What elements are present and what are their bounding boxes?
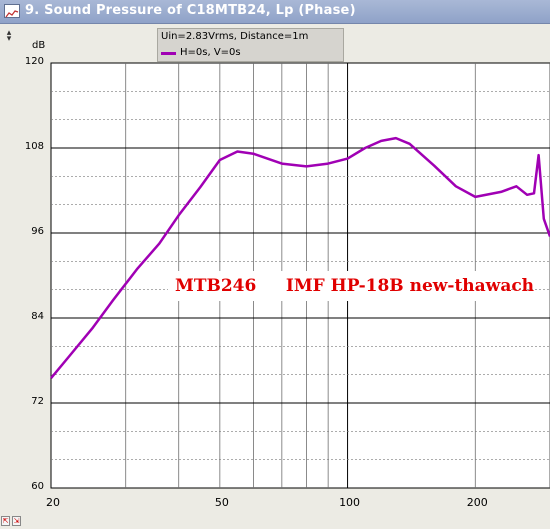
legend-series-label: H=0s, V=0s <box>180 47 241 58</box>
chart-annotation: MTB246 IMF HP-18B new-thawach <box>168 271 534 301</box>
x-tick-label: 50 <box>214 496 229 509</box>
x-tick-label: 20 <box>46 496 60 509</box>
y-tick-label: 108 <box>24 141 44 152</box>
y-tick-label: 96 <box>31 226 44 237</box>
legend-conditions: Uin=2.83Vrms, Distance=1m <box>161 31 309 42</box>
y-tick-label: 120 <box>24 56 44 67</box>
y-tick-label: 72 <box>31 396 44 407</box>
graph-window-icon <box>4 4 20 18</box>
collapse-arrows-icon[interactable]: ▴ ▾ <box>6 28 12 44</box>
window-titlebar: 9. Sound Pressure of C18MTB24, Lp (Phase… <box>0 0 550 24</box>
bottom-tool-button-2[interactable]: ⇲ <box>12 516 21 526</box>
x-tick-label: 200 <box>466 496 488 509</box>
y-tick-label: 84 <box>31 311 44 322</box>
x-tick-label: 100 <box>339 496 361 509</box>
legend-series-swatch <box>161 52 176 55</box>
window-title: 9. Sound Pressure of C18MTB24, Lp (Phase… <box>25 3 356 18</box>
legend-box: Uin=2.83Vrms, Distance=1m H=0s, V=0s <box>157 28 344 62</box>
left-toolbar: ▴ ▾ <box>0 24 22 529</box>
response-curve <box>50 136 550 379</box>
y-tick-label: 60 <box>31 481 44 492</box>
y-axis-unit: dB <box>32 40 46 51</box>
bottom-tool-button-1[interactable]: ⇱ <box>1 516 10 526</box>
